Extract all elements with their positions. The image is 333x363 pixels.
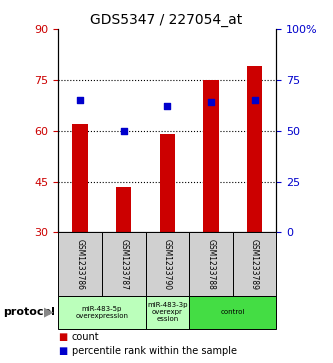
Text: ■: ■: [58, 346, 68, 356]
Bar: [233, 232, 276, 296]
Point: [165, 103, 170, 109]
Bar: [146, 296, 189, 329]
Bar: [58, 296, 146, 329]
Text: protocol: protocol: [3, 307, 55, 317]
Text: GSM1233787: GSM1233787: [119, 238, 128, 290]
Point: [252, 97, 257, 103]
Point: [208, 99, 214, 105]
Bar: [102, 232, 146, 296]
Text: control: control: [220, 309, 245, 315]
Bar: [160, 134, 175, 232]
Text: GSM1233789: GSM1233789: [250, 238, 259, 290]
Bar: [116, 187, 131, 232]
Text: ■: ■: [58, 332, 68, 342]
Point: [121, 128, 127, 134]
Text: GSM1233790: GSM1233790: [163, 238, 172, 290]
Point: [77, 97, 83, 103]
Bar: [247, 66, 262, 232]
Text: GDS5347 / 227054_at: GDS5347 / 227054_at: [90, 13, 243, 27]
Text: percentile rank within the sample: percentile rank within the sample: [72, 346, 236, 356]
Text: ▶: ▶: [44, 306, 53, 319]
Text: miR-483-5p
overexpression: miR-483-5p overexpression: [75, 306, 129, 319]
Bar: [58, 232, 102, 296]
Text: miR-483-3p
overexpr
ession: miR-483-3p overexpr ession: [147, 302, 187, 322]
Bar: [73, 124, 88, 232]
Bar: [203, 80, 218, 232]
Bar: [189, 296, 276, 329]
Bar: [189, 232, 233, 296]
Text: count: count: [72, 332, 99, 342]
Text: GSM1233788: GSM1233788: [206, 238, 215, 290]
Text: GSM1233786: GSM1233786: [76, 238, 85, 290]
Bar: [146, 232, 189, 296]
